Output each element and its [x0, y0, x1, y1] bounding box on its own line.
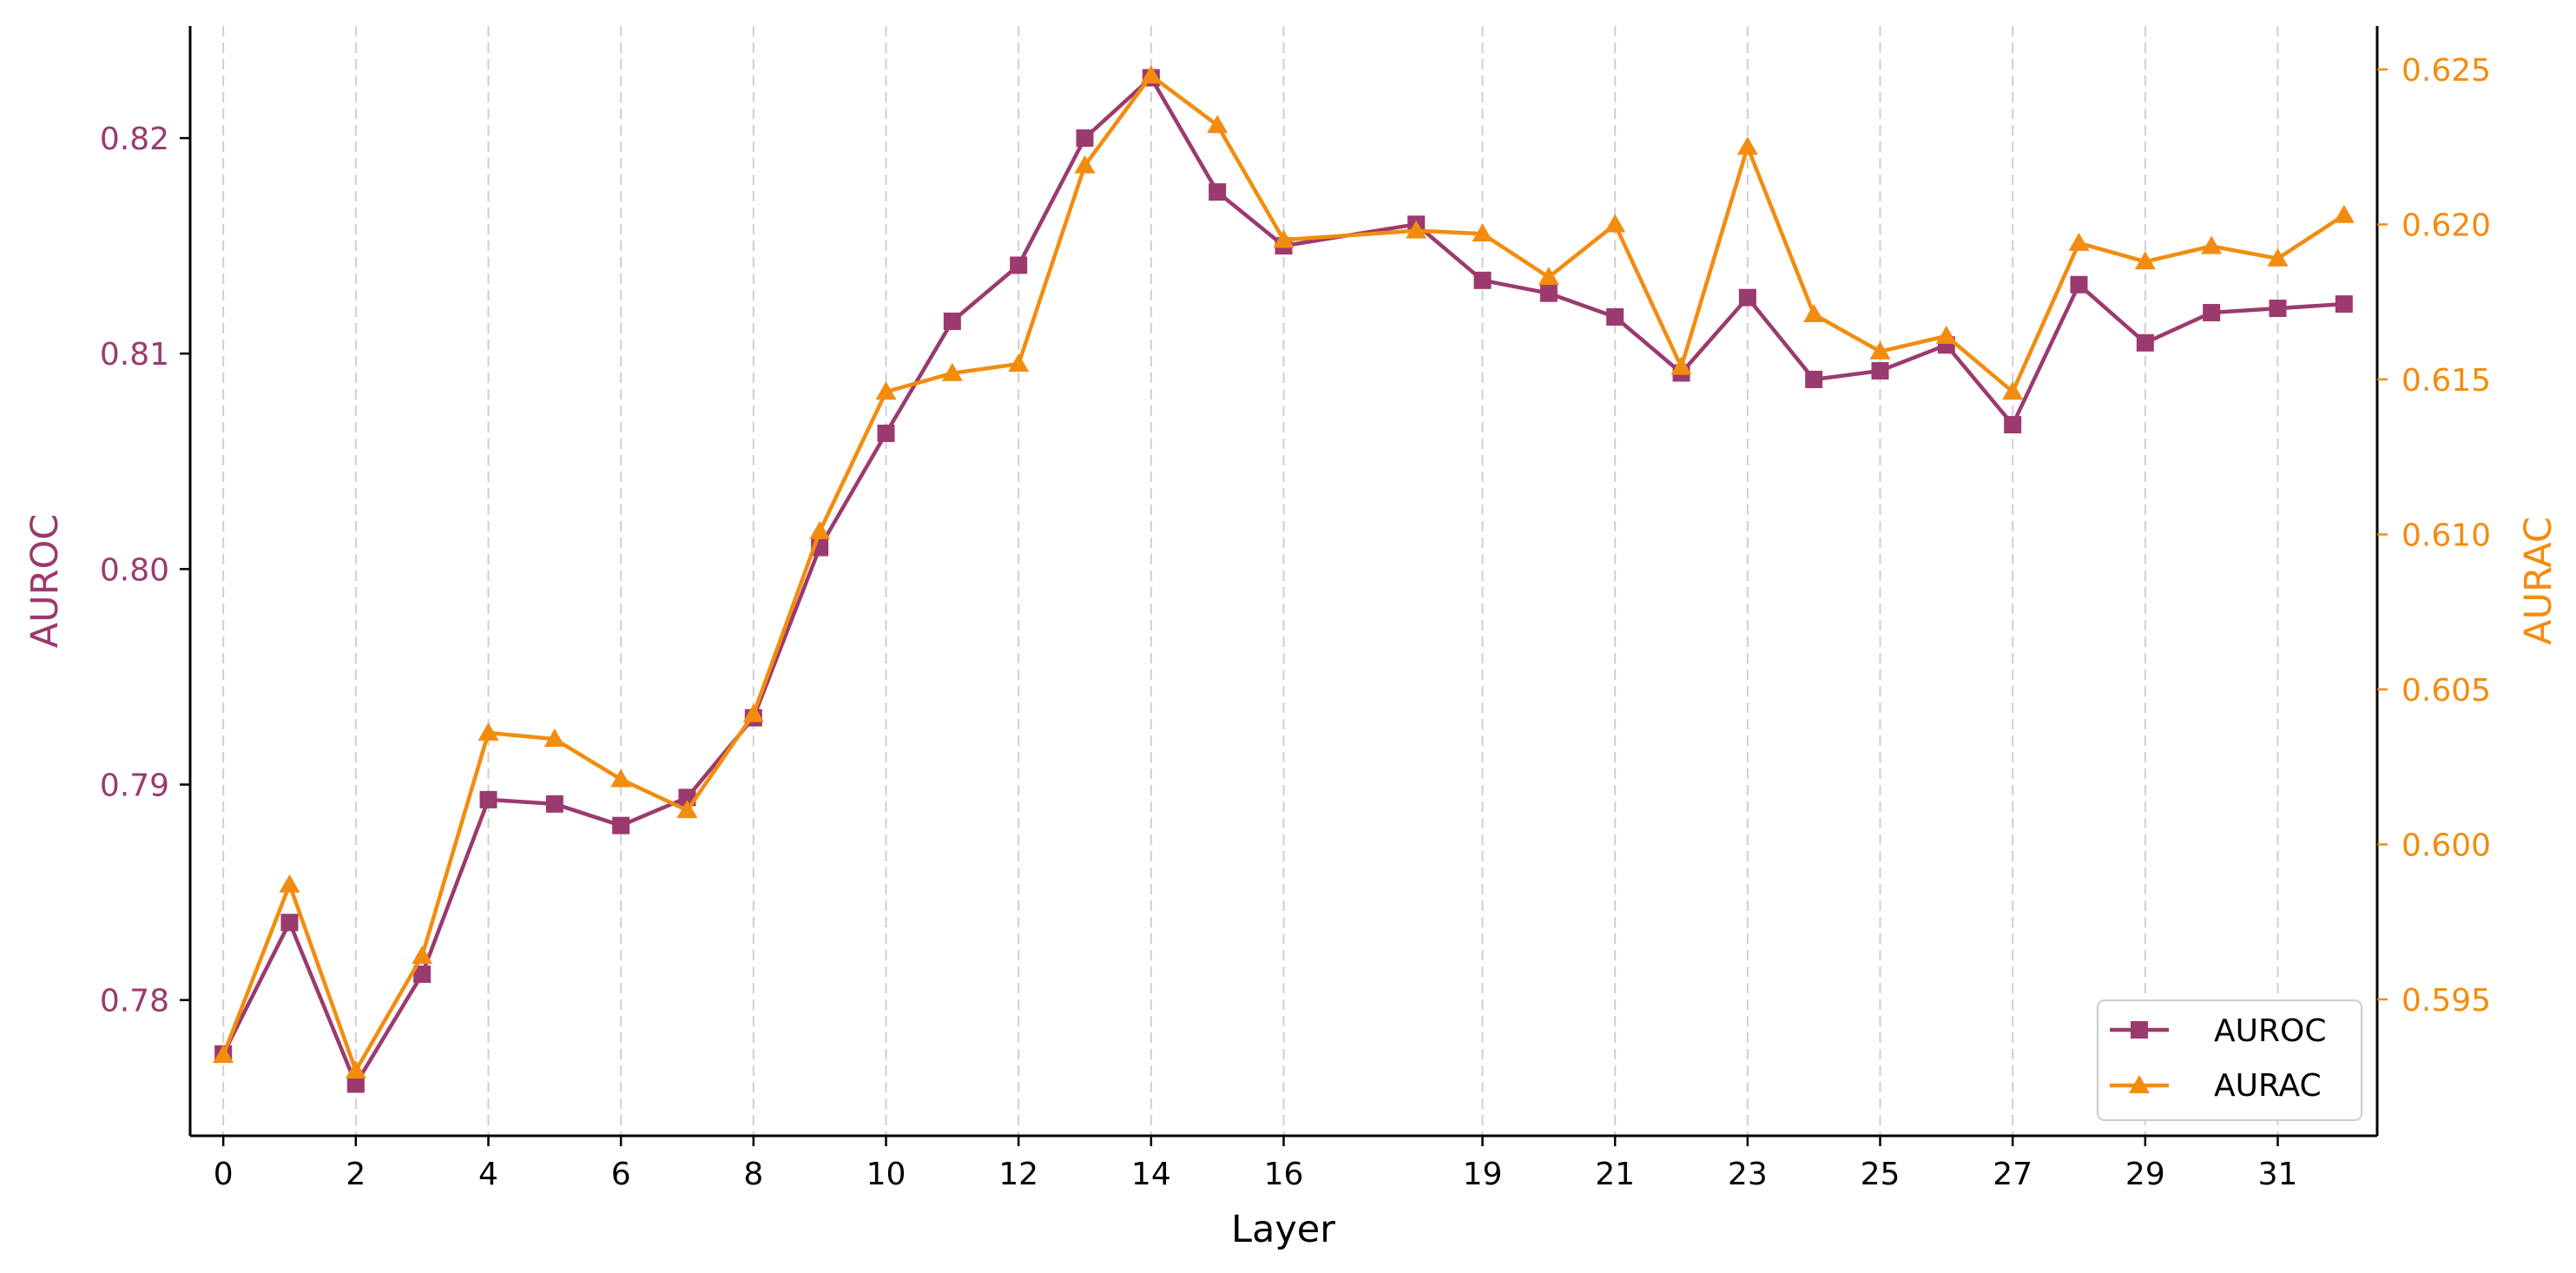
aurac-series-line [221, 73, 2346, 1073]
auroc-point [2004, 416, 2022, 434]
x-tick-label: 27 [1993, 1157, 2032, 1192]
y-right-tick-label: 0.625 [2401, 53, 2491, 89]
aurac-point [1207, 115, 1229, 134]
x-tick-label: 29 [2125, 1157, 2165, 1192]
x-tick-label: 16 [1264, 1157, 1304, 1192]
grid-lines [222, 26, 2279, 1136]
auroc-point [2136, 333, 2154, 352]
auroc-series-line [221, 76, 2344, 1086]
x-tick-label: 31 [2258, 1157, 2298, 1192]
aurac-point [941, 362, 963, 381]
aurac-point [1935, 325, 1957, 344]
x-tick-label: 25 [1861, 1157, 1901, 1192]
auroc-point [1209, 183, 1227, 201]
x-tick-label: 10 [866, 1157, 906, 1192]
y-left-tick-label: 0.82 [100, 122, 169, 157]
aurac-point [2333, 204, 2355, 223]
x-tick-label: 2 [346, 1157, 366, 1192]
legend-auroc-label: AUROC [2214, 1013, 2326, 1049]
aurac-point [1273, 229, 1295, 248]
y-left-tick-label: 0.79 [100, 768, 169, 804]
y-left-tick-label: 0.81 [100, 337, 169, 373]
aurac-point [2068, 232, 2090, 251]
auroc-point [1738, 288, 1756, 307]
aurac-point [478, 722, 499, 741]
auroc-point [2203, 304, 2221, 322]
aurac-point [1869, 340, 1891, 359]
x-axis-title: Layer [1231, 1208, 1335, 1251]
x-tick-label: 0 [214, 1157, 234, 1192]
aurac-point [1406, 220, 1427, 239]
y-right-tick-label: 0.615 [2401, 363, 2491, 399]
auroc-point [1871, 362, 1889, 380]
aurac-point [345, 1060, 366, 1079]
auroc-point [2269, 300, 2287, 318]
aurac-point [1472, 223, 1493, 242]
aurac-point [2134, 251, 2156, 270]
legend-auroc-marker [2131, 1021, 2148, 1039]
series-layer [213, 65, 2355, 1093]
x-tick-label: 8 [743, 1157, 763, 1192]
auroc-point [2070, 275, 2088, 294]
aurac-point [1803, 303, 1825, 322]
x-tick-label: 6 [611, 1157, 631, 1192]
auroc-point [1606, 308, 1624, 326]
aurac-point [809, 520, 831, 539]
aurac-point [2002, 381, 2024, 400]
aurac-point [1140, 65, 1162, 84]
y-axis-title-right: AURAC [2517, 517, 2560, 645]
aurac-point [742, 703, 764, 722]
y-left-tick-label: 0.80 [100, 552, 169, 588]
aurac-point [875, 381, 897, 400]
aurac-point [412, 945, 433, 964]
aurac-point [1670, 356, 1692, 375]
auroc-point [1539, 284, 1558, 302]
y-right-tick-label: 0.620 [2401, 208, 2491, 243]
aurac-point [213, 1045, 234, 1064]
aurac-point [676, 800, 698, 819]
aurac-point [279, 874, 300, 893]
y-left-tick-label: 0.78 [100, 984, 169, 1019]
auroc-point [1805, 370, 1823, 388]
auroc-point [280, 914, 299, 932]
aurac-point [1736, 136, 1758, 155]
y-right-tick-label: 0.595 [2401, 983, 2491, 1019]
x-tick-label: 19 [1463, 1157, 1503, 1192]
aurac-point [1074, 155, 1096, 174]
auroc-point [1010, 256, 1028, 274]
aurac-point [610, 768, 632, 788]
x-tick-label: 23 [1728, 1157, 1768, 1192]
legend-aurac-label: AURAC [2214, 1068, 2322, 1104]
tick-labels: 0 2 4 6 8 10 12 14 16 19 21 23 25 27 29 31 0.78 0.79 0.80 0… [100, 53, 2491, 1192]
y-right-tick-label: 0.605 [2401, 673, 2491, 709]
y-right-tick-label: 0.610 [2401, 518, 2491, 553]
legend-aurac-marker [2129, 1075, 2150, 1093]
x-tick-label: 21 [1595, 1157, 1635, 1192]
x-tick-label: 12 [998, 1157, 1038, 1192]
aurac-point [1538, 267, 1559, 286]
aurac-point [544, 729, 565, 748]
auroc-point [2335, 295, 2353, 313]
x-tick-label: 4 [478, 1157, 498, 1192]
aurac-point [2267, 247, 2289, 267]
auroc-point [1473, 271, 1492, 289]
auroc-point [479, 790, 497, 808]
aurac-point [1604, 214, 1626, 233]
auroc-point [943, 312, 961, 330]
y-right-tick-label: 0.600 [2401, 828, 2491, 863]
auroc-point [877, 425, 895, 443]
auroc-point [1076, 129, 1094, 148]
y-axis-title-left: AUROC [23, 514, 67, 649]
aurac-point [2201, 235, 2223, 254]
legend: AUROC AURAC [2097, 999, 2362, 1121]
auroc-point [545, 795, 563, 813]
auroc-point [612, 816, 630, 834]
x-tick-label: 14 [1131, 1157, 1171, 1192]
auroc-point [413, 965, 432, 983]
auroc-point [346, 1075, 365, 1093]
aurac-point [1008, 353, 1030, 373]
